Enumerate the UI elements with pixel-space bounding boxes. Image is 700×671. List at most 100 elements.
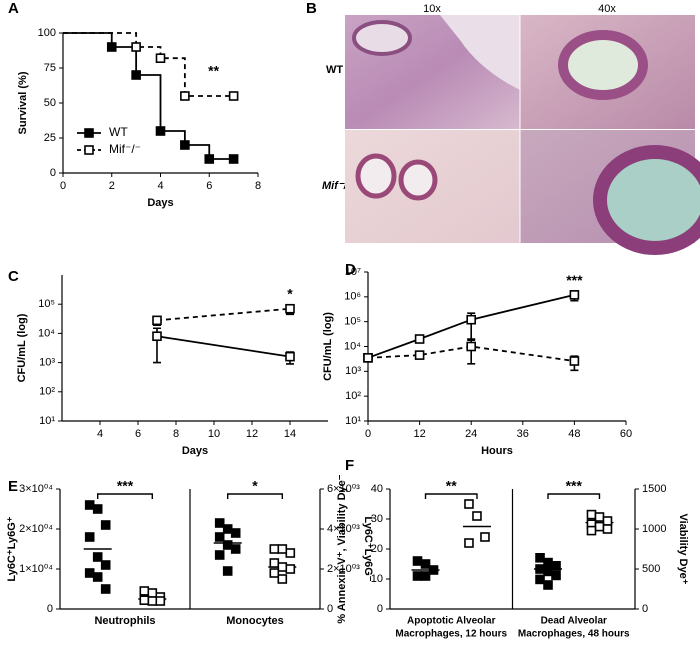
y-tick-label: 40 — [371, 483, 383, 495]
annotation: ** — [446, 478, 457, 494]
x-tick-label: 12 — [246, 428, 258, 440]
data-point — [222, 540, 233, 550]
data-point — [155, 596, 166, 606]
y-tick-label: 10³ — [345, 365, 361, 377]
data-point — [543, 580, 553, 590]
legend-marker — [84, 128, 94, 138]
data-point — [466, 314, 477, 325]
y-tick-label: 0 — [377, 603, 383, 615]
x-tick-label: 12 — [413, 428, 425, 440]
y-tick-label: 3×10⁰⁴ — [19, 483, 53, 495]
y-tick-label: 0 — [47, 603, 53, 615]
data-point — [285, 548, 296, 558]
y-tick-label: 0 — [327, 603, 333, 615]
data-point — [602, 516, 613, 526]
panel-label: C — [8, 268, 19, 285]
x-tick-label: 24 — [465, 428, 477, 440]
x-tick-label: 48 — [568, 428, 580, 440]
data-point — [214, 550, 225, 560]
micrograph-detail — [355, 153, 397, 199]
y-axis-label: Ly6C⁺Ly6G⁺ — [6, 516, 18, 581]
data-point — [92, 504, 103, 514]
y-tick-label: 10⁴ — [344, 340, 361, 352]
y-tick-label: 1000 — [642, 523, 666, 535]
significance-bracket — [424, 493, 478, 499]
significance-bracket — [547, 493, 601, 499]
data-point — [230, 528, 241, 538]
micrograph-detail — [352, 20, 412, 56]
data-point — [84, 568, 95, 578]
y-tick-label: 10⁶ — [344, 291, 361, 303]
significance-bracket — [227, 493, 283, 499]
panel-label: E — [8, 478, 18, 495]
x-tick-label: 4 — [97, 428, 103, 440]
data-point — [586, 525, 597, 536]
category-label: Dead Alveolar — [541, 616, 607, 627]
y-axis-label: CFU/mL (log) — [322, 312, 334, 381]
x-tick-label: 8 — [173, 428, 179, 440]
y-tick-label: 100 — [38, 27, 56, 39]
series-line — [156, 335, 291, 358]
data-point — [551, 570, 561, 581]
y-tick-label: 10⁴ — [38, 327, 55, 339]
series-line — [156, 307, 291, 322]
data-point — [412, 556, 423, 566]
micrograph-detail — [558, 30, 648, 100]
data-point — [147, 596, 158, 606]
y-tick-label: 10² — [39, 386, 55, 398]
data-point — [277, 574, 288, 584]
micrograph-detail — [440, 15, 520, 90]
row-label: WT — [326, 64, 343, 76]
legend-marker — [84, 145, 94, 155]
data-point — [535, 564, 545, 574]
data-point — [269, 558, 280, 568]
y-tick-label: 0 — [642, 603, 648, 615]
data-point — [543, 566, 553, 577]
annotation: *** — [566, 478, 583, 494]
category-label: Neutrophils — [94, 615, 155, 627]
data-point — [147, 588, 158, 598]
y-tick-label: 10² — [345, 390, 361, 402]
data-point — [420, 571, 431, 581]
data-point — [214, 518, 225, 528]
data-point — [569, 356, 580, 366]
annotation: *** — [566, 272, 583, 288]
x-tick-label: 4 — [157, 180, 163, 192]
data-point — [569, 290, 580, 300]
panel-label: D — [345, 261, 356, 278]
x-tick-label: 60 — [620, 428, 632, 440]
y-tick-label: 25 — [44, 132, 56, 144]
data-point — [222, 524, 233, 534]
y-tick-label: 10¹ — [39, 415, 55, 427]
data-point — [428, 565, 439, 575]
y-axis-label: CFU/mL (log) — [16, 313, 28, 382]
data-point — [277, 562, 288, 572]
y-tick-label: 4×10⁰³ — [327, 523, 360, 535]
y-tick-label: 30 — [371, 513, 383, 525]
data-point — [466, 341, 477, 352]
data-point — [269, 544, 280, 554]
data-point — [464, 538, 474, 548]
significance-bracket — [97, 493, 153, 499]
x-tick-label: 2 — [109, 180, 115, 192]
data-point — [230, 544, 241, 554]
panel-label: A — [8, 0, 19, 17]
data-point — [222, 566, 233, 576]
annotation: * — [252, 478, 258, 494]
y-tick-label: 1500 — [642, 483, 666, 495]
x-axis-label: Hours — [481, 445, 513, 457]
data-point — [139, 595, 150, 606]
data-point — [131, 70, 141, 80]
y-tick-label: 10³ — [39, 357, 55, 369]
y-axis-label: % Annexin V⁺, Viability Dye⁻ — [336, 474, 348, 623]
x-tick-label: 10 — [208, 428, 220, 440]
legend-label: Mif⁻/⁻ — [109, 142, 141, 156]
y-tick-label: 10 — [371, 573, 383, 585]
data-point — [92, 552, 103, 562]
panel-label: F — [345, 457, 354, 474]
series-line — [63, 32, 234, 97]
data-point — [594, 512, 605, 522]
y-tick-label: 0 — [50, 167, 56, 179]
